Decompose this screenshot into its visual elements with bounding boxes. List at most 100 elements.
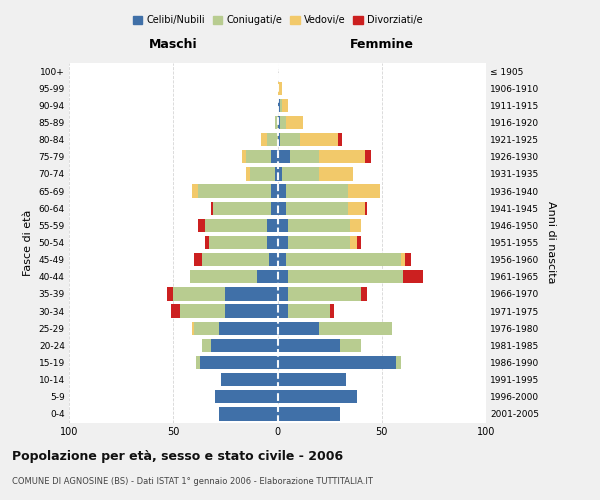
Bar: [275, 167, 277, 180]
Y-axis label: Fasce di età: Fasce di età: [23, 210, 33, 276]
Bar: [200, 356, 277, 369]
Bar: [286, 202, 349, 215]
Legend: Celibi/Nubili, Coniugati/e, Vedovi/e, Divorziati/e: Celibi/Nubili, Coniugati/e, Vedovi/e, Di…: [129, 12, 426, 30]
Bar: [281, 167, 319, 180]
Bar: [277, 167, 281, 180]
Bar: [275, 116, 277, 129]
Bar: [277, 338, 340, 352]
Bar: [350, 236, 357, 249]
Text: Femmine: Femmine: [350, 38, 414, 51]
Bar: [246, 150, 271, 164]
Bar: [202, 253, 269, 266]
Text: Maschi: Maschi: [149, 38, 197, 51]
Bar: [288, 304, 329, 318]
Bar: [365, 202, 367, 215]
Bar: [280, 133, 301, 146]
Bar: [338, 133, 342, 146]
Bar: [179, 304, 226, 318]
Bar: [198, 184, 271, 198]
Bar: [271, 202, 277, 215]
Bar: [271, 184, 277, 198]
Bar: [194, 322, 219, 335]
Bar: [219, 322, 277, 335]
Bar: [226, 287, 277, 300]
Bar: [277, 270, 288, 283]
Bar: [277, 287, 288, 300]
Bar: [246, 167, 250, 180]
Bar: [271, 150, 277, 164]
Bar: [288, 236, 350, 249]
Bar: [397, 356, 401, 369]
Bar: [277, 322, 319, 335]
Bar: [403, 270, 424, 283]
Bar: [277, 82, 281, 95]
Bar: [349, 202, 365, 215]
Bar: [357, 236, 361, 249]
Bar: [277, 150, 290, 164]
Bar: [350, 218, 361, 232]
Bar: [277, 116, 280, 129]
Bar: [211, 338, 277, 352]
Bar: [301, 133, 338, 146]
Bar: [277, 407, 340, 420]
Bar: [401, 253, 404, 266]
Bar: [205, 236, 209, 249]
Bar: [319, 322, 392, 335]
Bar: [277, 236, 288, 249]
Bar: [340, 338, 361, 352]
Bar: [213, 202, 271, 215]
Bar: [277, 390, 357, 404]
Bar: [280, 98, 281, 112]
Bar: [269, 253, 277, 266]
Bar: [349, 184, 380, 198]
Bar: [171, 304, 179, 318]
Bar: [288, 218, 350, 232]
Bar: [277, 202, 286, 215]
Bar: [277, 373, 346, 386]
Bar: [198, 218, 205, 232]
Bar: [173, 287, 226, 300]
Bar: [221, 373, 277, 386]
Bar: [365, 150, 371, 164]
Bar: [281, 98, 288, 112]
Bar: [219, 407, 277, 420]
Bar: [192, 322, 194, 335]
Bar: [277, 218, 288, 232]
Bar: [215, 390, 277, 404]
Bar: [211, 202, 213, 215]
Bar: [329, 304, 334, 318]
Text: Popolazione per età, sesso e stato civile - 2006: Popolazione per età, sesso e stato civil…: [12, 450, 343, 463]
Bar: [190, 270, 257, 283]
Bar: [192, 184, 198, 198]
Bar: [267, 218, 277, 232]
Bar: [280, 116, 286, 129]
Bar: [288, 287, 361, 300]
Bar: [196, 356, 200, 369]
Y-axis label: Anni di nascita: Anni di nascita: [546, 201, 556, 284]
Bar: [209, 236, 267, 249]
Bar: [194, 253, 202, 266]
Bar: [277, 184, 286, 198]
Bar: [288, 270, 403, 283]
Bar: [267, 133, 277, 146]
Bar: [277, 133, 280, 146]
Bar: [257, 270, 277, 283]
Bar: [277, 253, 286, 266]
Bar: [277, 356, 397, 369]
Bar: [202, 338, 211, 352]
Bar: [319, 167, 353, 180]
Bar: [361, 287, 367, 300]
Bar: [290, 150, 319, 164]
Bar: [167, 287, 173, 300]
Bar: [205, 218, 267, 232]
Bar: [242, 150, 246, 164]
Bar: [286, 253, 401, 266]
Bar: [319, 150, 365, 164]
Bar: [267, 236, 277, 249]
Bar: [250, 167, 275, 180]
Bar: [277, 304, 288, 318]
Bar: [277, 98, 280, 112]
Bar: [286, 184, 349, 198]
Bar: [261, 133, 267, 146]
Bar: [286, 116, 302, 129]
